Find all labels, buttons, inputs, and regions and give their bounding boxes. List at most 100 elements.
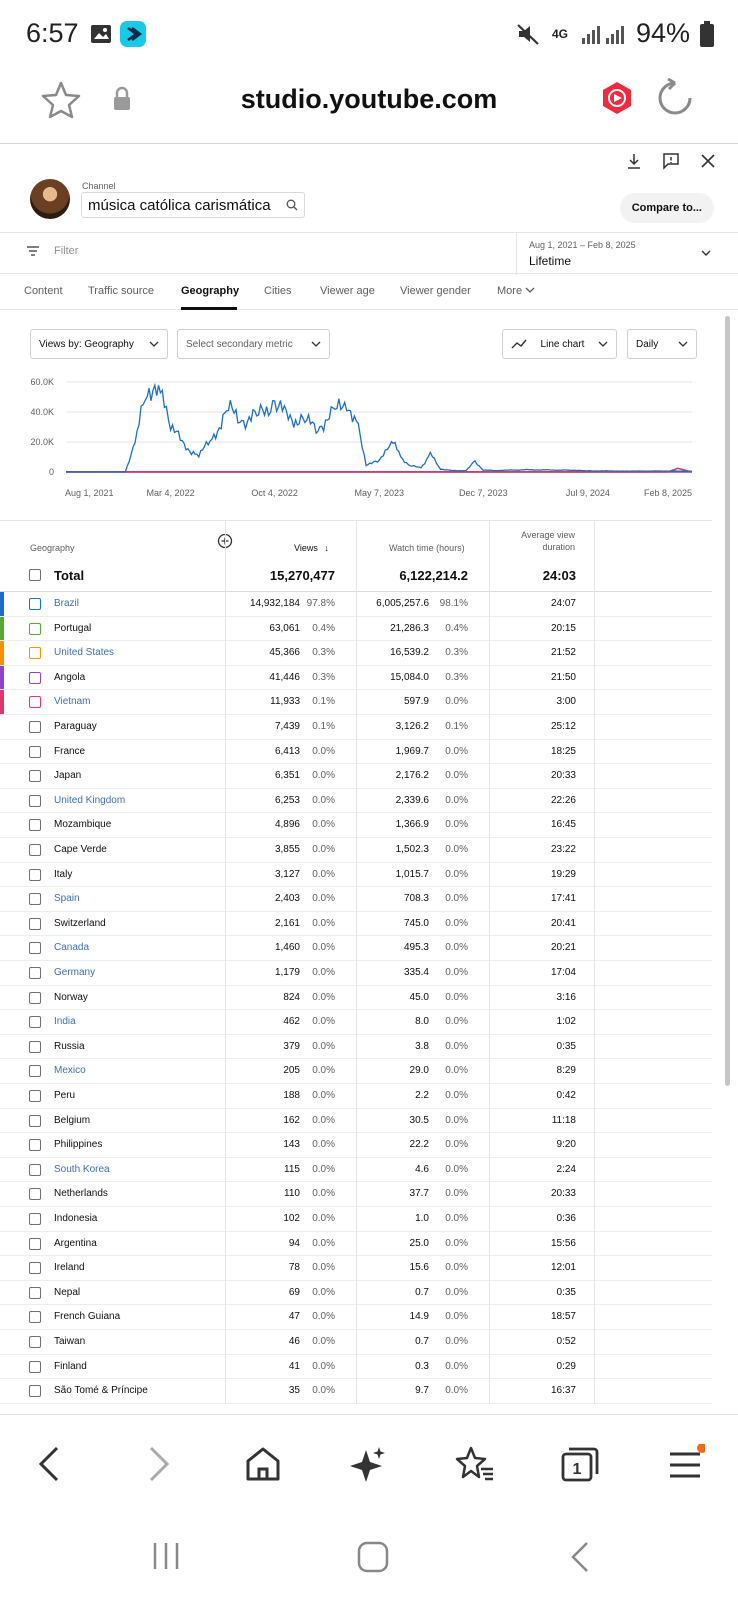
- page-scrollbar[interactable]: [725, 316, 730, 1086]
- avg-duration-value: 3:00: [556, 696, 576, 708]
- bookmarks-button[interactable]: [450, 1439, 500, 1489]
- row-checkbox[interactable]: [29, 1139, 41, 1152]
- views-value: 205: [283, 1065, 300, 1077]
- row-checkbox[interactable]: [29, 1237, 41, 1250]
- row-checkbox[interactable]: [29, 1163, 41, 1176]
- header-geography[interactable]: Geography: [30, 543, 75, 553]
- close-icon[interactable]: [700, 153, 716, 169]
- ai-button[interactable]: [343, 1439, 393, 1489]
- row-checkbox[interactable]: [29, 598, 41, 610]
- tab-viewer-gender[interactable]: Viewer gender: [400, 285, 471, 297]
- country-name[interactable]: Germany: [54, 967, 96, 978]
- home-button[interactable]: [238, 1439, 288, 1489]
- column-divider: [356, 520, 357, 1404]
- row-checkbox[interactable]: [29, 942, 41, 955]
- row-checkbox[interactable]: [29, 745, 41, 758]
- chart-type-select[interactable]: Line chart: [502, 329, 617, 359]
- channel-selector[interactable]: música católica carismática: [81, 192, 305, 218]
- row-checkbox[interactable]: [29, 1016, 41, 1029]
- header-avg-duration[interactable]: Average view duration: [521, 530, 575, 552]
- row-checkbox[interactable]: [29, 1385, 41, 1398]
- filter-icon[interactable]: [26, 244, 40, 258]
- views-percent: 0.0%: [312, 1360, 335, 1372]
- country-name[interactable]: Vietnam: [54, 696, 91, 708]
- reload-icon[interactable]: [655, 78, 695, 118]
- tabs-button[interactable]: 1: [555, 1439, 605, 1489]
- row-checkbox[interactable]: [29, 819, 41, 832]
- row-checkbox[interactable]: [29, 1311, 41, 1324]
- views-value: 6,253: [274, 794, 300, 806]
- country-name[interactable]: Spain: [54, 893, 80, 905]
- download-icon[interactable]: [626, 152, 642, 170]
- watch-time-value: 1.0: [415, 1213, 429, 1224]
- row-checkbox[interactable]: [29, 647, 41, 660]
- views-by-select[interactable]: Views by: Geography: [30, 329, 168, 359]
- feedback-icon[interactable]: [662, 152, 680, 170]
- row-checkbox[interactable]: [29, 1188, 41, 1201]
- country-name[interactable]: Brazil: [54, 598, 80, 609]
- row-checkbox[interactable]: [29, 868, 41, 881]
- bookmark-star-icon[interactable]: [41, 80, 81, 120]
- youtube-studio-icon[interactable]: [601, 81, 633, 115]
- row-checkbox[interactable]: [29, 917, 41, 930]
- filter-input[interactable]: Filter: [54, 245, 79, 257]
- row-checkbox[interactable]: [29, 1090, 41, 1102]
- row-checkbox[interactable]: [29, 1040, 41, 1053]
- recents-icon[interactable]: [150, 1540, 184, 1572]
- back-nav-icon[interactable]: [565, 1540, 595, 1574]
- row-checkbox[interactable]: [29, 1262, 41, 1275]
- granularity-select[interactable]: Daily: [627, 329, 697, 359]
- tab-viewer-age[interactable]: Viewer age: [320, 285, 375, 297]
- compare-button[interactable]: Compare to...: [619, 193, 714, 223]
- tab-geography[interactable]: Geography: [181, 285, 240, 297]
- secondary-metric-select[interactable]: Select secondary metric: [177, 329, 330, 359]
- tab-content[interactable]: Content: [24, 285, 63, 297]
- views-line-chart[interactable]: 60.0K 40.0K 20.0K 0 Aug 1, 2021 Mar 4, 2022 Oc…: [0, 372, 712, 512]
- row-checkbox[interactable]: [29, 967, 41, 979]
- watch-time-percent: 0.0%: [445, 1065, 468, 1077]
- country-name[interactable]: Canada: [54, 942, 90, 954]
- watch-time-value: 4.6: [415, 1163, 429, 1175]
- header-views[interactable]: Views ↓: [294, 543, 329, 553]
- row-checkbox[interactable]: [29, 770, 41, 783]
- watch-time-value: 1,502.3: [395, 844, 429, 855]
- country-name[interactable]: South Korea: [54, 1163, 110, 1175]
- country-name[interactable]: Mexico: [54, 1065, 86, 1077]
- country-name[interactable]: United Kingdom: [54, 794, 126, 806]
- x-tick-label: Dec 7, 2023: [459, 488, 508, 498]
- row-checkbox[interactable]: [29, 1336, 41, 1348]
- row-checkbox[interactable]: [29, 671, 41, 684]
- tab-traffic-source[interactable]: Traffic source: [88, 285, 155, 297]
- forward-button[interactable]: [133, 1439, 183, 1489]
- row-checkbox[interactable]: [29, 844, 41, 856]
- total-checkbox[interactable]: [29, 569, 41, 581]
- row-checkbox[interactable]: [29, 991, 41, 1004]
- url-text[interactable]: studio.youtube.com: [240, 84, 498, 114]
- row-checkbox[interactable]: [29, 1213, 41, 1225]
- row-checkbox[interactable]: [29, 622, 41, 635]
- row-checkbox[interactable]: [29, 696, 41, 709]
- ai-sparkle-icon: [350, 1447, 385, 1482]
- row-checkbox[interactable]: [29, 721, 41, 733]
- row-checkbox[interactable]: [29, 1360, 41, 1373]
- back-icon: [38, 1446, 59, 1482]
- row-checkbox[interactable]: [29, 1114, 41, 1127]
- avg-duration-value: 2:24: [556, 1163, 576, 1175]
- tab-cities[interactable]: Cities: [264, 285, 292, 297]
- row-checkbox[interactable]: [29, 794, 41, 807]
- row-checkbox[interactable]: [29, 1286, 41, 1299]
- date-range-picker[interactable]: Aug 1, 2021 – Feb 8, 2025 Lifetime: [516, 233, 738, 275]
- tab-more[interactable]: More: [497, 285, 535, 297]
- menu-button[interactable]: [660, 1439, 710, 1489]
- row-checkbox[interactable]: [29, 1065, 41, 1078]
- avg-duration-value: 12:01: [550, 1262, 576, 1274]
- back-button[interactable]: [25, 1439, 75, 1489]
- channel-avatar[interactable]: [30, 179, 70, 219]
- country-name[interactable]: India: [54, 1016, 76, 1028]
- header-watch-time[interactable]: Watch time (hours): [389, 543, 465, 553]
- row-checkbox[interactable]: [29, 893, 41, 906]
- views-percent: 0.1%: [312, 721, 335, 732]
- home-nav-icon[interactable]: [356, 1540, 390, 1574]
- country-name[interactable]: United States: [54, 647, 115, 659]
- status-time: 6:57: [26, 18, 79, 48]
